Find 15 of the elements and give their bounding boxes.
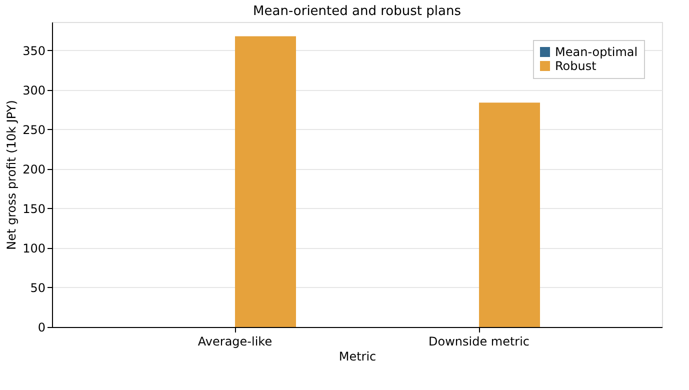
legend-label: Robust (555, 59, 597, 73)
chart-title: Mean-oriented and robust plans (253, 4, 462, 19)
x-tick-label: Downside metric (428, 334, 530, 348)
y-tick-label: 50 (30, 280, 46, 295)
x-tick-label: Average-like (198, 334, 272, 348)
y-tick-label: 200 (22, 162, 46, 176)
y-tick-label: 150 (22, 202, 46, 216)
legend-label: Mean-optimal (555, 45, 638, 59)
y-tick-label: 350 (22, 44, 46, 58)
y-tick-label: 100 (22, 241, 46, 256)
y-tick-label: 0 (38, 320, 46, 334)
y-axis-title: Net gross profit (10k JPY) (4, 100, 19, 250)
y-tick-label: 300 (22, 83, 46, 98)
y-tick-label: 250 (22, 122, 46, 137)
x-axis-title: Metric (338, 350, 376, 364)
